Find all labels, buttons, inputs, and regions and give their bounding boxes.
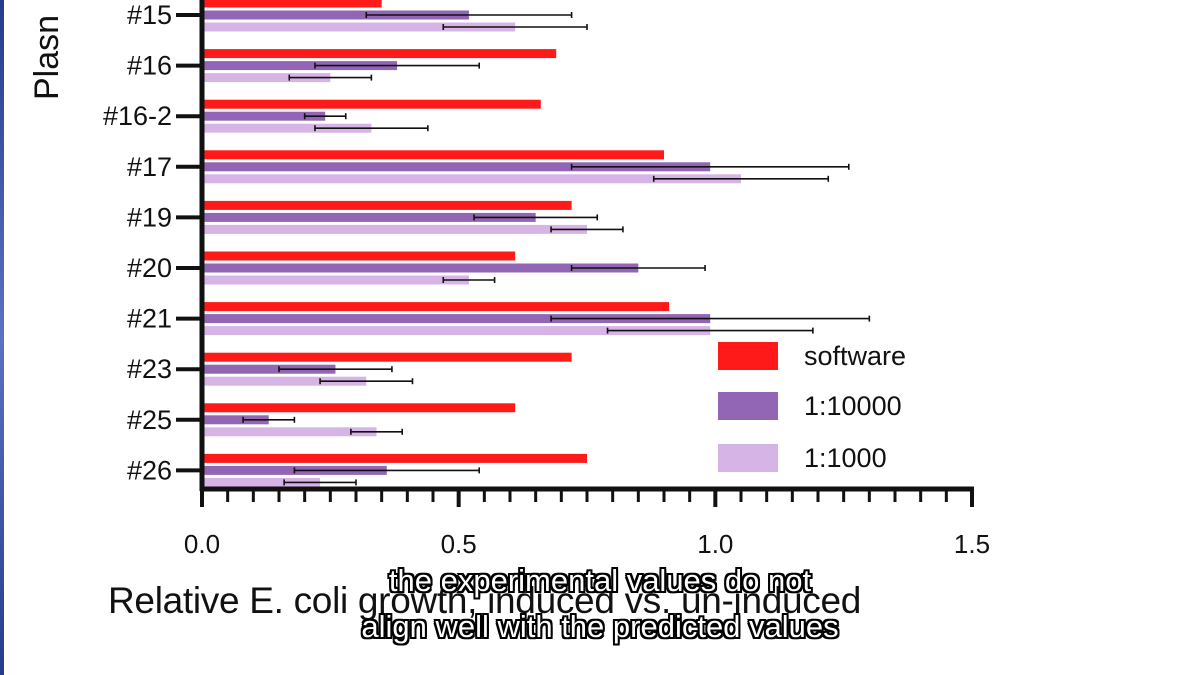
y-tick-label-15: #15	[127, 0, 172, 30]
bar-software-23	[202, 352, 572, 362]
y-tick-label-26: #26	[127, 455, 172, 485]
legend-swatch-11000	[718, 444, 778, 472]
bar-110000-17	[202, 162, 711, 172]
y-tick-label-19: #19	[127, 202, 172, 232]
legend-swatch-software	[718, 342, 778, 370]
bar-110000-25	[202, 415, 269, 425]
bar-11000-19	[202, 224, 587, 234]
bar-110000-16-2	[202, 111, 326, 121]
subtitle-line-2: align well with the predicted values	[361, 609, 839, 644]
legend-label-11000: 1:1000	[804, 443, 887, 473]
y-tick-label-16-2: #16-2	[103, 101, 172, 131]
bar-11000-25	[202, 427, 377, 437]
y-tick-label-21: #21	[127, 304, 172, 334]
legend-label-software: software	[804, 341, 906, 371]
bar-11000-23	[202, 376, 367, 386]
bar-software-21	[202, 302, 670, 312]
legend-swatch-110000	[718, 392, 778, 420]
y-tick-label-23: #23	[127, 354, 172, 384]
subtitle-line-1: the experimental values do not	[388, 563, 812, 598]
x-tick-label: 0.0	[184, 529, 220, 559]
bar-software-19	[202, 200, 572, 210]
bar-110000-21	[202, 314, 711, 324]
bar-110000-16	[202, 61, 398, 71]
bar-11000-20	[202, 275, 469, 285]
bar-software-26	[202, 453, 587, 463]
bar-11000-17	[202, 174, 741, 184]
x-tick-label: 1.5	[954, 529, 990, 559]
bar-110000-23	[202, 364, 336, 374]
bar-11000-16	[202, 73, 331, 83]
bar-software-20	[202, 251, 516, 261]
y-tick-label-25: #25	[127, 405, 172, 435]
bar-software-17	[202, 150, 664, 160]
y-tick-label-17: #17	[127, 152, 172, 182]
bar-11000-21	[202, 326, 711, 336]
bar-11000-16-2	[202, 123, 372, 133]
bar-software-16-2	[202, 99, 541, 109]
bar-software-16	[202, 49, 557, 59]
y-tick-label-20: #20	[127, 253, 172, 283]
legend-label-110000: 1:10000	[804, 391, 902, 421]
bar-software-15	[202, 0, 382, 8]
x-tick-label: 0.5	[441, 529, 477, 559]
bar-110000-15	[202, 10, 469, 20]
x-axis-title: Relative E. coli growth, induced vs. un-…	[108, 580, 862, 621]
bar-110000-19	[202, 212, 536, 222]
bar-11000-26	[202, 477, 321, 487]
bar-software-25	[202, 403, 516, 413]
x-tick-label: 1.0	[697, 529, 733, 559]
y-tick-label-16: #16	[127, 51, 172, 81]
window-edge	[0, 0, 4, 675]
bar-11000-15	[202, 22, 516, 32]
bar-110000-20	[202, 263, 639, 273]
